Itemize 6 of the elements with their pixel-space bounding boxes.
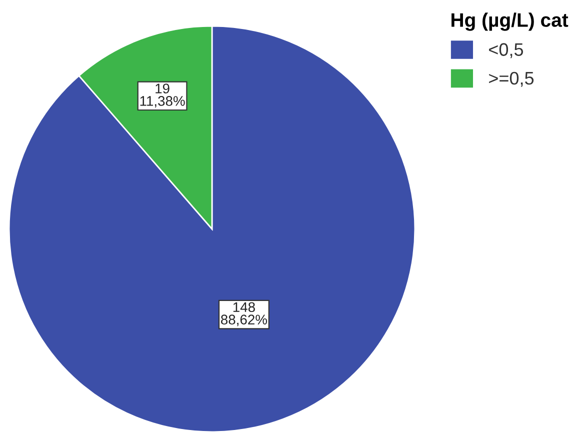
data-label: 19 11,38% <box>140 84 185 108</box>
legend-title: Hg (µg/L) cat <box>452 12 568 31</box>
data-label: 148 88,62% <box>221 302 268 326</box>
legend-label: <0,5 <box>489 43 524 58</box>
pie-slice <box>8 25 416 433</box>
legend-label: >=0,5 <box>489 72 534 87</box>
